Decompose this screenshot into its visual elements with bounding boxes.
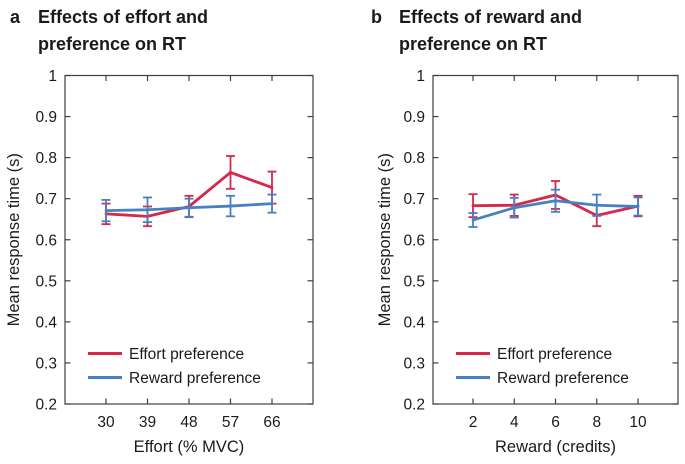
- x-tick-label: 30: [97, 414, 115, 431]
- y-tick-label: 1: [48, 68, 57, 85]
- panel-b: b Effects of reward and preference on RT…: [343, 0, 685, 464]
- y-axis-label: Mean response time (s): [5, 153, 23, 326]
- panel-a-header: a Effects of effort and preference on RT: [10, 4, 253, 58]
- legend-label: Effort preference: [129, 346, 244, 363]
- x-axis-label: Reward (credits): [495, 438, 616, 456]
- y-tick-label: 0.9: [35, 109, 57, 126]
- panel-a: a Effects of effort and preference on RT…: [0, 0, 342, 464]
- y-tick-label: 0.5: [403, 273, 425, 290]
- y-tick-label: 0.7: [35, 191, 57, 208]
- legend-label: Reward preference: [497, 370, 629, 387]
- series-reward-preference: [101, 193, 277, 223]
- y-tick-label: 0.3: [35, 355, 57, 372]
- axes: 0.2 0.3 0.4 0.5 0.6 0.7 0.8 0.9 1 2 4 6 8 10 Reward (c…: [376, 68, 679, 456]
- legend: Effort preference Reward preference: [456, 346, 629, 387]
- chart-panel-b: 0.2 0.3 0.4 0.5 0.6 0.7 0.8 0.9 1 2 4 6 8 10 Reward (c…: [376, 68, 679, 456]
- panel-label-b: b: [371, 7, 382, 27]
- panel-title-b: Effects of reward and preference on RT: [399, 7, 583, 54]
- series-line: [471, 199, 640, 222]
- x-tick-label: 39: [139, 414, 156, 431]
- panel-label-a: a: [10, 7, 21, 27]
- series-reward-preference: [468, 188, 643, 228]
- x-tick-label: 4: [510, 414, 519, 431]
- y-tick-label: 0.2: [403, 397, 425, 414]
- series-line: [104, 202, 274, 212]
- axes: 0.2 0.3 0.4 0.5 0.6 0.7 0.8 0.9 1 30 39 48 57 66 Effor…: [5, 68, 314, 456]
- y-tick-label: 0.5: [35, 273, 57, 290]
- x-tick-label: 8: [592, 414, 601, 431]
- legend-label: Effort preference: [497, 346, 612, 363]
- x-tick-label: 2: [469, 414, 478, 431]
- legend-label: Reward preference: [129, 370, 261, 387]
- y-tick-label: 0.3: [403, 355, 425, 372]
- y-tick-label: 1: [416, 68, 425, 85]
- legend: Effort preference Reward preference: [88, 346, 261, 387]
- x-tick-label: 6: [551, 414, 560, 431]
- x-tick-label: 48: [180, 414, 197, 431]
- x-axis-label: Effort (% MVC): [134, 438, 245, 456]
- y-tick-label: 0.6: [403, 232, 425, 249]
- panel-b-header: b Effects of reward and preference on RT: [371, 4, 614, 58]
- x-tick-label: 66: [263, 414, 280, 431]
- y-tick-label: 0.9: [403, 109, 425, 126]
- y-tick-label: 0.6: [35, 232, 57, 249]
- y-axis-label: Mean response time (s): [376, 153, 394, 326]
- y-tick-label: 0.8: [403, 150, 425, 167]
- y-tick-label: 0.7: [403, 191, 425, 208]
- x-tick-label: 10: [629, 414, 647, 431]
- y-tick-label: 0.4: [35, 314, 57, 331]
- y-tick-label: 0.4: [403, 314, 425, 331]
- y-tick-label: 0.2: [35, 397, 57, 414]
- panel-title-a: Effects of effort and preference on RT: [38, 7, 209, 54]
- y-tick-label: 0.8: [35, 150, 57, 167]
- chart-panel-a: 0.2 0.3 0.4 0.5 0.6 0.7 0.8 0.9 1 30 39 48 57 66 Effor…: [5, 68, 314, 456]
- x-tick-label: 57: [222, 414, 239, 431]
